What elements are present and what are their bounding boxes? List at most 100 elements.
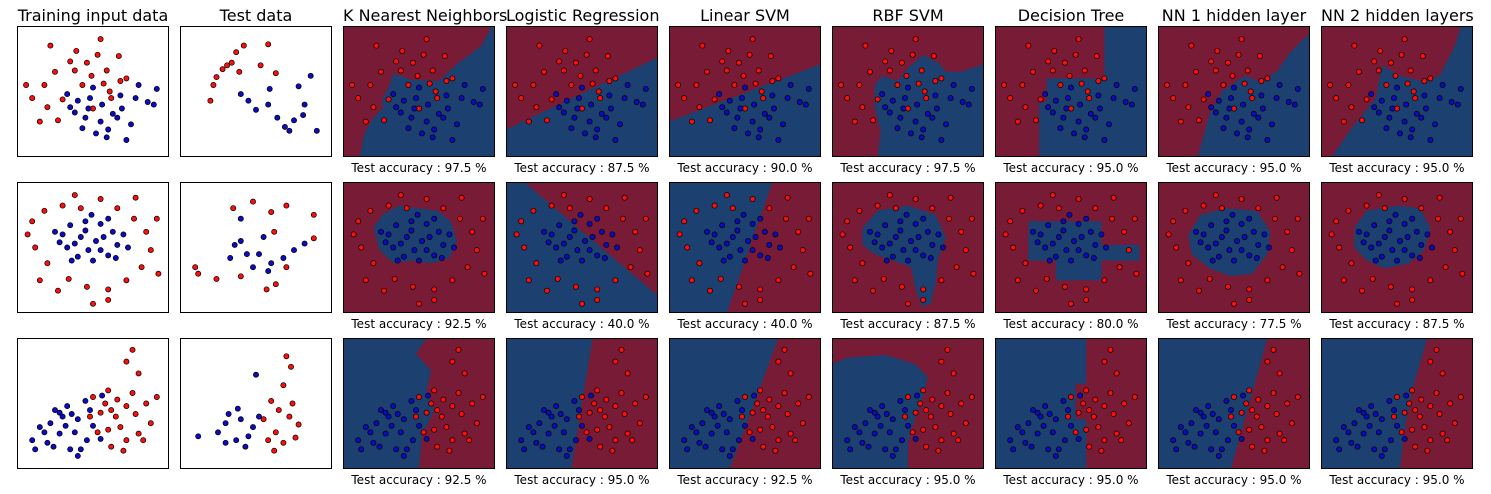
test-accuracy-label: Test accuracy : 95.0 % (1003, 473, 1139, 487)
data-point-red (1427, 358, 1434, 365)
data-point-blue (1372, 257, 1379, 264)
data-point-blue (1040, 422, 1047, 429)
data-point-blue (566, 234, 573, 240)
data-point-blue (935, 231, 942, 238)
axes-frame (832, 338, 984, 469)
data-point-blue (1345, 429, 1352, 436)
data-point-blue (1360, 430, 1367, 437)
data-point-blue (1457, 85, 1464, 92)
data-point-blue (915, 234, 922, 240)
data-point-blue (577, 211, 584, 218)
data-point-blue (568, 125, 575, 132)
data-point-red (767, 53, 774, 60)
data-point-blue (425, 101, 432, 108)
data-point-red (1433, 346, 1440, 353)
data-point-red (381, 287, 387, 294)
data-point-red (912, 36, 919, 43)
data-point-red (1173, 244, 1180, 251)
data-point-blue (382, 239, 389, 246)
data-point-red (1288, 247, 1295, 254)
data-point-red (1288, 420, 1295, 427)
data-point-blue (1391, 95, 1397, 102)
data-point-red (1133, 270, 1140, 277)
data-point-red (644, 270, 651, 277)
data-point-blue (856, 429, 863, 436)
data-point-blue (571, 114, 578, 121)
data-point-blue (729, 234, 736, 240)
data-point-blue (435, 110, 442, 117)
data-point-blue (688, 424, 695, 431)
data-point-red (968, 394, 975, 400)
data-point-blue (1007, 437, 1014, 444)
data-point-red (271, 228, 278, 235)
data-point-blue (553, 91, 560, 98)
data-point-red (280, 439, 287, 446)
data-point-red (781, 346, 788, 353)
training-data-panel (17, 182, 169, 313)
data-point-blue (1336, 446, 1343, 453)
data-point-blue (882, 104, 889, 111)
data-point-blue (1392, 211, 1399, 218)
data-point-red (693, 207, 700, 214)
data-point-red (112, 413, 119, 420)
data-point-blue (105, 126, 112, 133)
data-point-red (431, 387, 438, 394)
data-point-blue (79, 125, 86, 132)
data-point-blue (68, 257, 75, 264)
data-point-blue (859, 439, 866, 446)
data-point-blue (1368, 244, 1375, 251)
data-point-blue (144, 99, 151, 105)
data-point-red (36, 277, 43, 284)
data-point-red (740, 72, 747, 79)
data-point-blue (1081, 134, 1088, 141)
data-point-blue (908, 238, 914, 244)
data-point-red (367, 82, 374, 88)
data-point-blue (579, 84, 585, 91)
data-point-red (1014, 118, 1021, 125)
data-point-red (431, 426, 438, 433)
data-point-blue (1389, 105, 1396, 112)
data-point-red (131, 215, 137, 222)
data-point-blue (900, 247, 907, 254)
data-point-red (236, 68, 243, 75)
data-point-blue (1250, 110, 1257, 117)
data-point-blue (1066, 211, 1073, 218)
data-point-red (938, 75, 945, 82)
data-point-blue (1418, 114, 1425, 121)
data-point-blue (397, 429, 404, 436)
data-point-red (929, 396, 936, 403)
data-point-red (1075, 36, 1082, 43)
data-point-blue (1019, 429, 1026, 436)
data-point-red (140, 437, 147, 444)
data-point-blue (1083, 126, 1090, 133)
data-point-blue (1212, 240, 1219, 247)
data-point-blue (714, 422, 721, 429)
data-point-blue (1371, 222, 1378, 229)
data-point-blue (521, 446, 528, 453)
data-point-blue (307, 72, 314, 79)
data-point-red (609, 447, 616, 454)
data-point-red (583, 429, 590, 436)
data-point-blue (150, 101, 157, 108)
data-point-blue (1220, 125, 1227, 132)
data-point-red (1284, 400, 1291, 407)
data-point-blue (67, 446, 74, 453)
decision-boundary-panel (1158, 182, 1310, 313)
data-point-red (461, 430, 468, 437)
data-point-blue (1375, 240, 1382, 247)
test-accuracy-label: Test accuracy : 92.5 % (351, 473, 487, 487)
data-point-blue (237, 91, 244, 98)
data-point-red (930, 53, 937, 60)
data-point-blue (557, 257, 564, 264)
data-point-red (923, 95, 930, 102)
data-point-red (469, 228, 476, 235)
data-point-blue (548, 413, 555, 420)
data-point-red (932, 424, 939, 431)
data-point-red (1387, 283, 1394, 290)
data-point-red (1066, 72, 1073, 79)
data-point-blue (1200, 413, 1207, 420)
data-point-red (1045, 58, 1052, 65)
data-point-blue (563, 416, 570, 423)
test-accuracy-label: Test accuracy : 95.0 % (1166, 473, 1302, 487)
data-point-red (749, 36, 756, 43)
